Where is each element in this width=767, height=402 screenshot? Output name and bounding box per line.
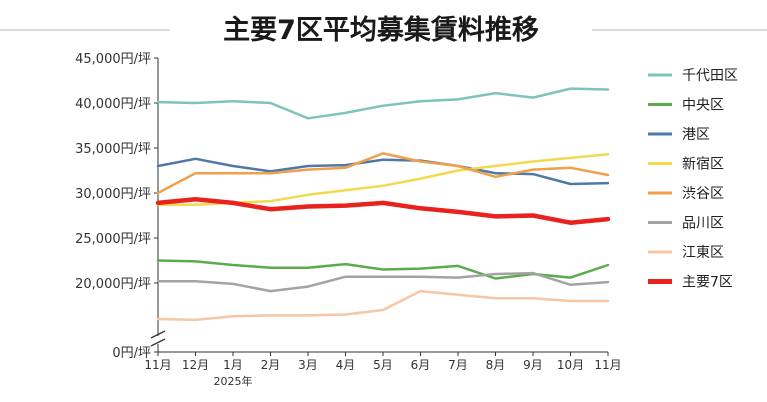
x-tick-label: 12月 [182, 358, 209, 372]
legend-label: 港区 [682, 127, 710, 143]
y-tick-label: 45,000円/坪 [75, 52, 151, 67]
x-tick-label: 6月 [411, 358, 431, 372]
y-tick-label: 40,000円/坪 [75, 97, 151, 112]
x-tick-label: 2月 [261, 358, 281, 372]
legend-label: 千代田区 [682, 68, 738, 84]
x-tick-label: 1月 [223, 358, 243, 372]
series-line-千代田区 [156, 87, 610, 120]
x-tick-label: 7月 [448, 358, 468, 372]
y-axis: 45,000円/坪 40,000円/坪 35,000円/坪 30,000円/坪 25,0… [75, 52, 166, 361]
legend-label: 新宿区 [682, 156, 724, 173]
series-line-渋谷区 [156, 152, 610, 195]
axis-break-mark [150, 330, 166, 339]
series-line-港区 [156, 157, 610, 186]
x-tick-label: 4月 [336, 358, 356, 372]
x-tick-label: 3月 [298, 358, 318, 372]
y-tick-label: 20,000円/坪 [75, 277, 151, 292]
legend-label: 主要7区 [682, 275, 733, 291]
x-tick-label: 8月 [486, 358, 506, 372]
x-tick-label: 11月 [594, 358, 621, 372]
series-line-新宿区 [156, 153, 610, 206]
series-line-品川区 [156, 271, 610, 293]
chart-title: 主要7区平均募集賃料推移 [223, 14, 539, 46]
y-tick-label: 25,000円/坪 [75, 232, 151, 247]
x-year-label: 2025年 [214, 374, 253, 388]
x-axis: 11月 12月 1月 2月 3月 4月 5月 6月 7月 8月 9月 10月 11月 2025年 [144, 351, 622, 388]
series-lines [155, 87, 611, 322]
axis-break-mark [150, 338, 166, 347]
y-tick-label: 0円/坪 [112, 346, 151, 361]
y-tick-label: 30,000円/坪 [75, 187, 151, 202]
x-tick-label: 9月 [523, 358, 543, 372]
legend-label: 江東区 [682, 245, 724, 261]
legend-label: 渋谷区 [682, 186, 724, 202]
x-tick-label: 11月 [144, 358, 171, 372]
series-line-江東区 [156, 289, 610, 322]
x-tick-label: 5月 [373, 358, 393, 372]
legend-label: 品川区 [682, 216, 724, 232]
y-tick-label: 35,000円/坪 [75, 142, 151, 157]
x-tick-label: 10月 [557, 358, 584, 372]
legend-label: 中央区 [682, 98, 724, 114]
series-line-主要7区 [155, 197, 611, 225]
